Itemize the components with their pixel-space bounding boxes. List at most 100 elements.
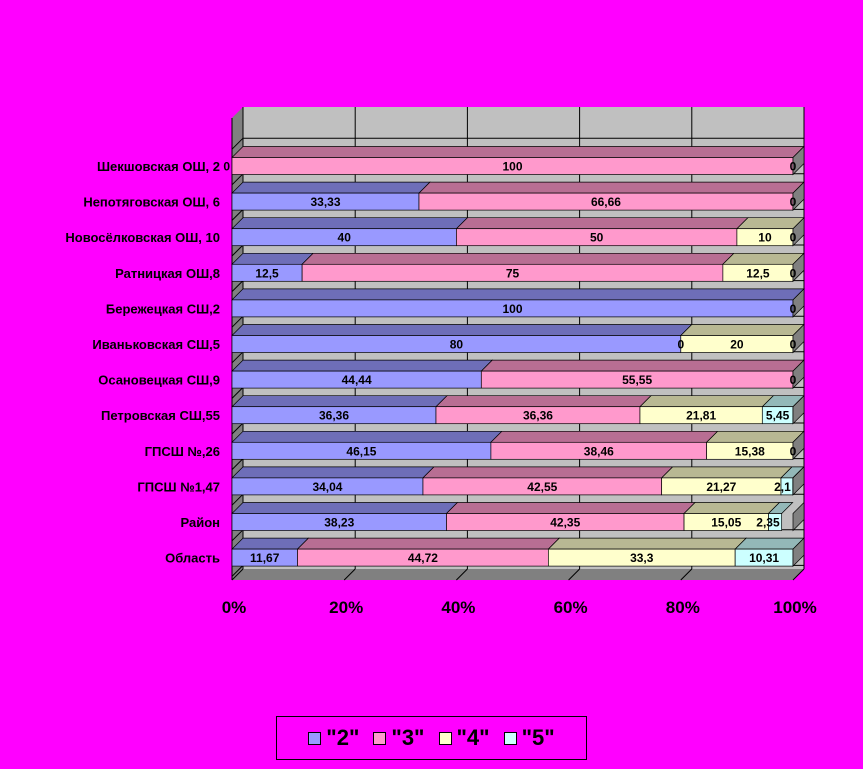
data-label: 0 [790,444,797,458]
bar-row: 0 100 0 [223,145,805,176]
legend-label: "5" [521,725,555,750]
bar-segment-top [455,217,749,230]
data-label: 0 [677,338,684,352]
data-label: 0 [790,338,797,352]
legend: "2" "3" "4" "5" [276,716,587,760]
bar-row: 36,36 36,36 21,81 5,45 [231,394,805,425]
category-label: Непотяговская ОШ, 6 [83,195,220,210]
row-gridline [231,493,244,506]
data-label: 0 [790,195,797,209]
bar-segment-top [231,537,310,550]
floor-gridline [343,568,356,581]
category-label: Новосёлковская ОШ, 10 [65,230,220,245]
data-label: 55,55 [622,373,652,387]
bar-segment-top [547,537,748,550]
data-label: 0 [223,160,230,174]
data-label: 100 [502,302,522,316]
data-label: 80 [450,338,464,352]
bar-segment-top [683,502,781,514]
x-tick-label: 100% [773,598,816,617]
x-tick-label: 40% [441,598,475,617]
bar-segment-top [231,288,805,301]
bar-end-face [792,430,805,461]
bar-end-face [792,252,805,283]
bar-segment-top [231,324,693,336]
row-gridline [231,529,244,542]
legend-swatch [503,731,517,745]
bar-segment-top [231,252,314,265]
bar-segment-top [705,430,805,443]
bar-row: 12,5 75 12,5 0 [231,252,805,283]
bar-segment-top [231,181,431,194]
bar-segment-top [422,466,674,479]
x-tick-label: 0% [222,598,247,617]
row-gridline [231,351,244,364]
row-gridline [231,137,244,150]
data-label: 20 [730,338,744,352]
legend-swatch [373,731,387,745]
row-gridline [231,244,244,257]
bar-end-face [792,181,805,211]
category-label: Петровская СШ,55 [101,408,220,423]
bar-row: 33,33 66,66 0 [231,181,805,211]
data-label: 33,3 [630,551,654,565]
data-label: 42,35 [550,516,580,530]
bar-segment-top [418,181,805,194]
row-gridline [231,280,244,292]
bar-end-face [792,323,805,354]
bar-segment-top [639,395,775,408]
bar-segment-top [736,217,805,230]
data-label: 21,27 [706,480,736,494]
category-label: ГПСШ №1,47 [137,479,220,494]
data-label: 36,36 [523,409,553,423]
data-label: 40 [338,231,352,245]
row-gridline [231,458,244,470]
category-label: Район [180,515,220,530]
bar-segment-top [301,252,735,265]
data-label: 12,5 [746,266,770,280]
data-label: 0 [790,160,797,174]
bar-end-face [792,466,805,496]
data-label: 10,31 [749,551,779,565]
data-label: 21,81 [686,409,716,423]
bar-end-face [792,216,805,247]
data-label: 44,44 [342,373,372,387]
floor-gridline [680,568,693,581]
row-gridline [231,173,244,186]
bar-segment-top [231,395,448,408]
legend-label: "4" [456,725,490,750]
data-label: 42,55 [527,480,557,494]
category-label: Иваньковская СШ,5 [92,337,220,352]
bar-segment-top [231,146,805,158]
data-label: 0 [790,231,797,245]
bar-segment-top [445,502,696,514]
legend-item: "3" [373,725,425,751]
x-axis-ticks: 0% 20% 40% 60% 80% 100% [222,598,817,617]
data-label: 0 [790,302,797,316]
bar-row: 34,04 42,55 21,27 2,1 [231,466,805,496]
bar-row: 11,67 44,72 33,3 10,31 [231,537,805,567]
bar-segment-top [679,324,805,336]
bar-row: 38,23 42,35 15,05 2,35 [231,501,805,532]
floor-gridline [231,568,244,581]
bar-segment-top [734,537,805,550]
bar-segment-top [231,217,469,230]
bar-segment-top [231,466,435,479]
data-label: 15,05 [711,516,741,530]
bar-segment-top [231,502,459,514]
data-label: 0 [790,266,797,280]
legend-item: "5" [503,725,555,751]
legend-label: "2" [326,725,360,750]
data-label: 38,46 [584,444,614,458]
x-tick-label: 20% [329,598,363,617]
bar-segment-top [490,430,719,443]
legend-item: "2" [308,725,359,751]
data-label: 12,5 [255,266,279,280]
data-label: 75 [506,266,520,280]
data-label: 46,15 [346,444,376,458]
data-label: 0 [790,373,797,387]
floor-gridline [456,568,468,581]
row-gridline [231,565,244,577]
